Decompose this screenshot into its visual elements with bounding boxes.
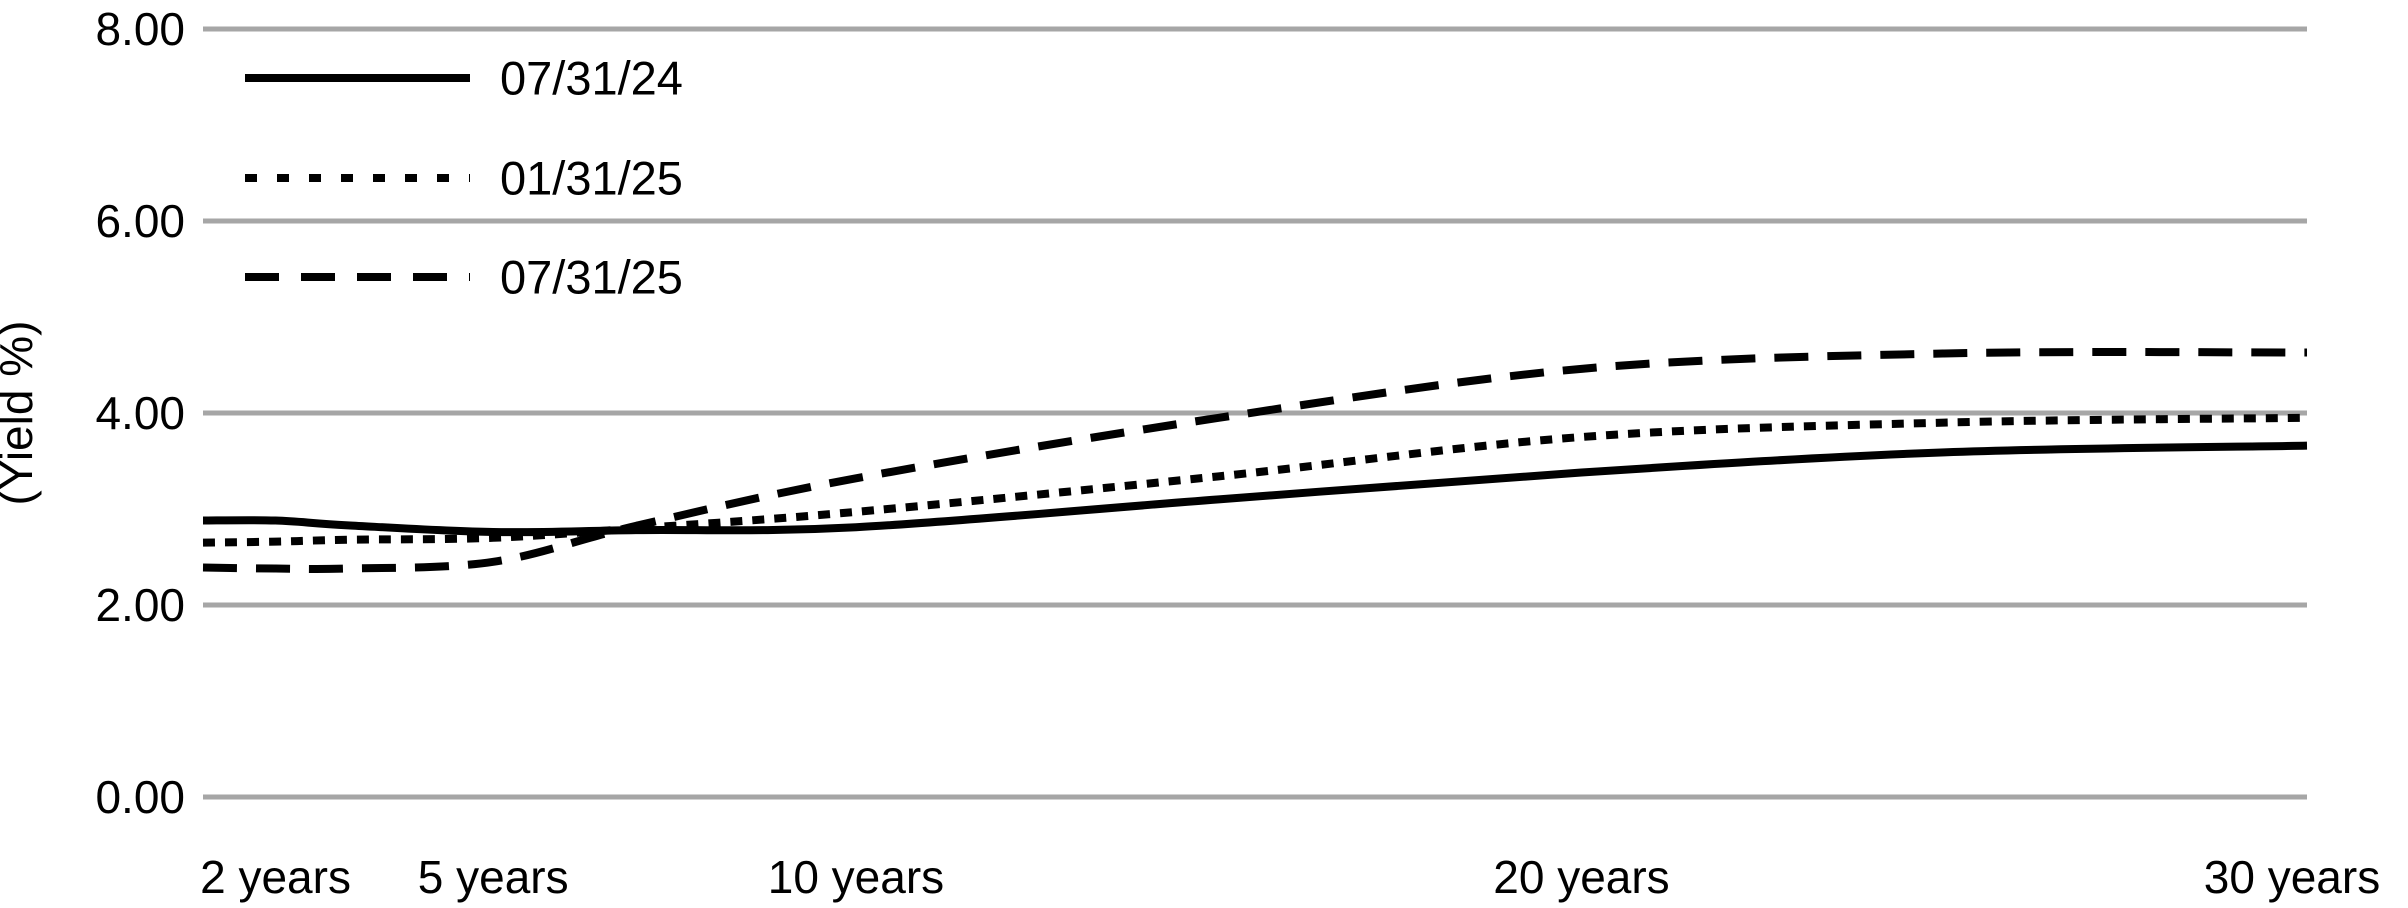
x-axis-tick-labels: 2 years 5 years 10 years 20 years 30 years xyxy=(200,851,2380,903)
y-tick-label: 2.00 xyxy=(95,579,185,631)
legend-label: 07/31/25 xyxy=(500,250,683,303)
x-tick-label: 10 years xyxy=(768,851,944,903)
x-tick-label: 30 years xyxy=(2204,851,2380,903)
legend-label: 07/31/24 xyxy=(500,51,683,104)
series-line-dotted xyxy=(202,413,2308,547)
series-line-solid xyxy=(202,441,2308,537)
y-axis-title: (Yield %) xyxy=(0,321,42,506)
y-axis: (Yield %) xyxy=(0,321,42,506)
series-lines xyxy=(202,348,2308,574)
x-tick-label: 20 years xyxy=(1493,851,1669,903)
x-tick-label: 2 years xyxy=(200,851,351,903)
legend-item: 07/31/25 xyxy=(245,250,683,303)
y-tick-label: 0.00 xyxy=(95,771,185,823)
legend: 07/31/24 01/31/25 07/31/25 xyxy=(245,51,683,303)
y-tick-label: 8.00 xyxy=(95,3,185,55)
legend-label: 01/31/25 xyxy=(500,151,683,204)
series-line-dashed xyxy=(202,348,2308,574)
x-tick-label: 5 years xyxy=(418,851,569,903)
legend-item: 01/31/25 xyxy=(245,151,683,204)
y-tick-label: 4.00 xyxy=(95,387,185,439)
y-tick-label: 6.00 xyxy=(95,195,185,247)
y-axis-tick-labels: 8.00 6.00 4.00 2.00 0.00 xyxy=(95,3,185,823)
legend-item: 07/31/24 xyxy=(245,51,683,104)
